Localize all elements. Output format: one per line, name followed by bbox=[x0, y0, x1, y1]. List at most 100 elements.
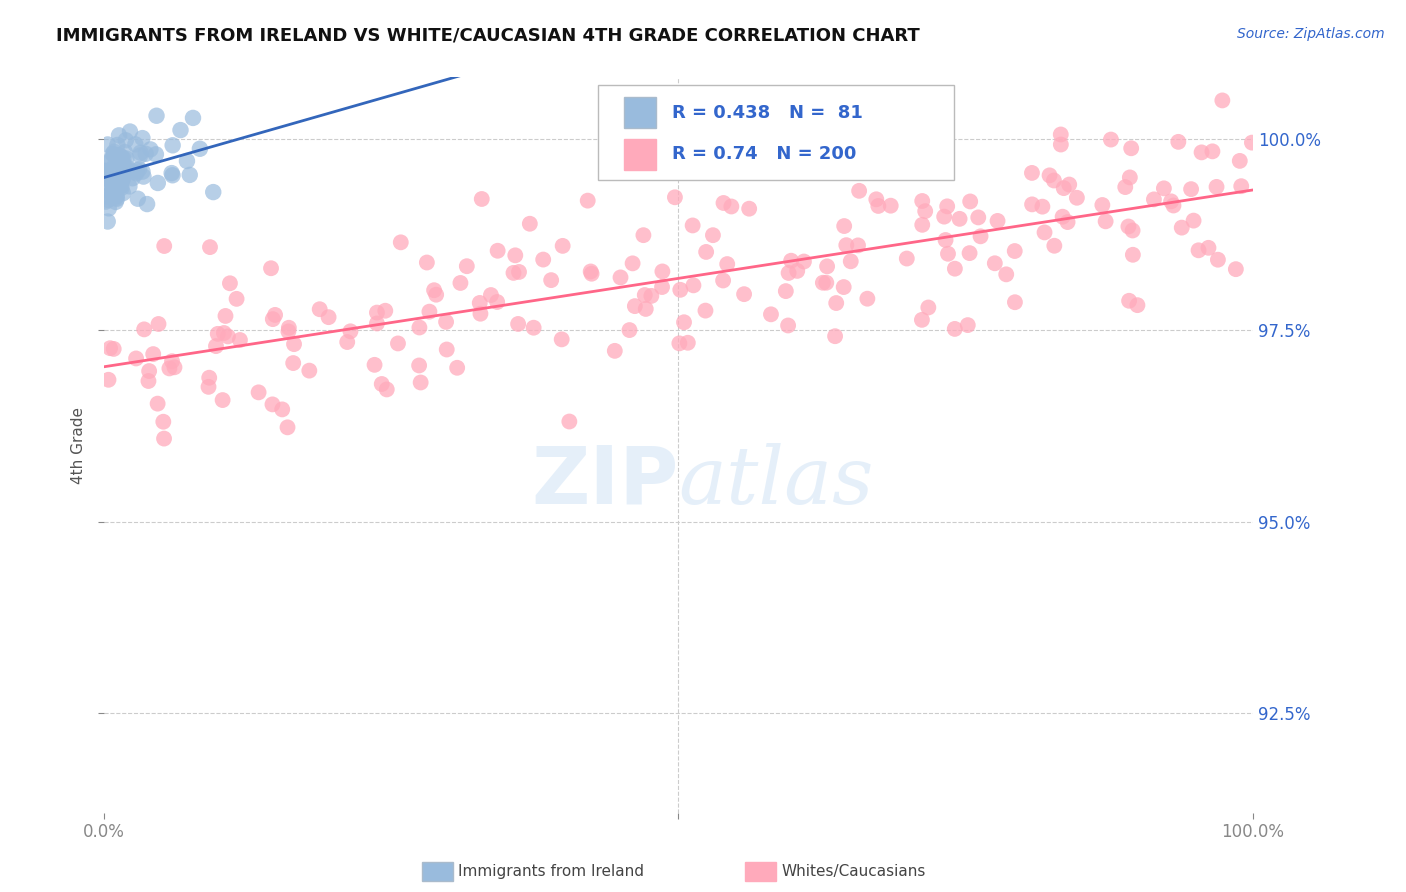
Text: R = 0.438   N =  81: R = 0.438 N = 81 bbox=[672, 103, 863, 121]
Point bbox=[124, 165, 146, 179]
Point bbox=[633, 228, 655, 243]
Point bbox=[911, 194, 934, 208]
Point bbox=[103, 181, 125, 195]
Point bbox=[117, 161, 139, 176]
Point bbox=[811, 276, 834, 290]
Point bbox=[94, 164, 117, 178]
Text: IMMIGRANTS FROM IRELAND VS WHITE/CAUCASIAN 4TH GRADE CORRELATION CHART: IMMIGRANTS FROM IRELAND VS WHITE/CAUCASI… bbox=[56, 27, 920, 45]
Point bbox=[416, 255, 439, 269]
Point bbox=[1066, 191, 1088, 205]
Point bbox=[634, 288, 657, 302]
Point bbox=[917, 301, 939, 315]
Point bbox=[169, 123, 191, 137]
Point bbox=[366, 317, 388, 331]
Point bbox=[959, 194, 981, 209]
Point bbox=[713, 196, 735, 211]
Point bbox=[1099, 132, 1122, 146]
Point bbox=[540, 273, 562, 287]
Point bbox=[1182, 213, 1205, 227]
Point bbox=[664, 190, 686, 204]
Point bbox=[277, 325, 299, 339]
Point bbox=[911, 218, 934, 232]
Point bbox=[336, 334, 359, 349]
Point bbox=[1201, 145, 1223, 159]
Point bbox=[581, 267, 603, 281]
Point bbox=[101, 147, 124, 161]
Point bbox=[101, 177, 124, 191]
Point bbox=[100, 153, 122, 167]
Point bbox=[502, 266, 524, 280]
Point bbox=[824, 329, 846, 343]
Point bbox=[676, 335, 699, 350]
Point bbox=[260, 261, 283, 276]
FancyBboxPatch shape bbox=[598, 85, 955, 180]
Point bbox=[104, 194, 127, 209]
Point bbox=[202, 185, 225, 199]
Point bbox=[1121, 141, 1143, 155]
Point bbox=[423, 283, 446, 297]
Point bbox=[105, 138, 128, 153]
Point bbox=[720, 199, 742, 213]
Point bbox=[366, 305, 388, 319]
Point bbox=[1170, 220, 1192, 235]
Point bbox=[1033, 226, 1056, 240]
Point bbox=[114, 133, 136, 147]
Point bbox=[911, 313, 934, 327]
Point bbox=[1122, 248, 1144, 262]
Point bbox=[969, 229, 991, 244]
Point bbox=[96, 189, 118, 203]
Point bbox=[103, 342, 125, 356]
Point bbox=[103, 147, 125, 161]
Point bbox=[1198, 241, 1220, 255]
Point bbox=[283, 337, 305, 351]
Point bbox=[129, 145, 152, 160]
Point bbox=[262, 397, 284, 411]
Point bbox=[669, 283, 692, 297]
Point bbox=[651, 280, 673, 294]
Point bbox=[114, 161, 136, 176]
Point bbox=[146, 176, 169, 190]
Point bbox=[967, 211, 990, 225]
Point bbox=[716, 257, 738, 271]
Point bbox=[468, 296, 491, 310]
Point bbox=[1091, 198, 1114, 212]
Point bbox=[105, 176, 128, 190]
Point bbox=[702, 228, 724, 243]
Point bbox=[262, 312, 284, 326]
Point bbox=[264, 308, 287, 322]
Point bbox=[111, 170, 134, 185]
Point bbox=[576, 194, 599, 208]
Point bbox=[780, 253, 803, 268]
Point bbox=[1114, 180, 1136, 194]
Point bbox=[339, 324, 361, 338]
Point bbox=[1004, 244, 1026, 258]
Point bbox=[132, 169, 155, 184]
Point bbox=[856, 292, 879, 306]
Point bbox=[94, 194, 117, 209]
Point bbox=[1043, 173, 1066, 187]
Point bbox=[651, 264, 673, 278]
Point bbox=[1031, 200, 1053, 214]
Point bbox=[995, 268, 1018, 282]
Point bbox=[108, 177, 131, 191]
Point bbox=[111, 157, 134, 171]
Bar bbox=[624, 97, 657, 128]
Point bbox=[1050, 137, 1073, 152]
Point bbox=[160, 166, 183, 180]
Point bbox=[1240, 136, 1263, 150]
Point bbox=[1119, 170, 1142, 185]
Point bbox=[868, 199, 890, 213]
Point bbox=[551, 239, 574, 253]
Point bbox=[408, 320, 430, 334]
Point bbox=[815, 276, 838, 290]
Text: Source: ZipAtlas.com: Source: ZipAtlas.com bbox=[1237, 27, 1385, 41]
Point bbox=[93, 179, 115, 194]
Point bbox=[188, 142, 211, 156]
Point bbox=[1043, 239, 1066, 253]
Point bbox=[470, 307, 492, 321]
Point bbox=[959, 246, 981, 260]
Point bbox=[778, 318, 800, 333]
Point bbox=[471, 192, 494, 206]
Point bbox=[94, 164, 117, 178]
Point bbox=[865, 192, 887, 206]
